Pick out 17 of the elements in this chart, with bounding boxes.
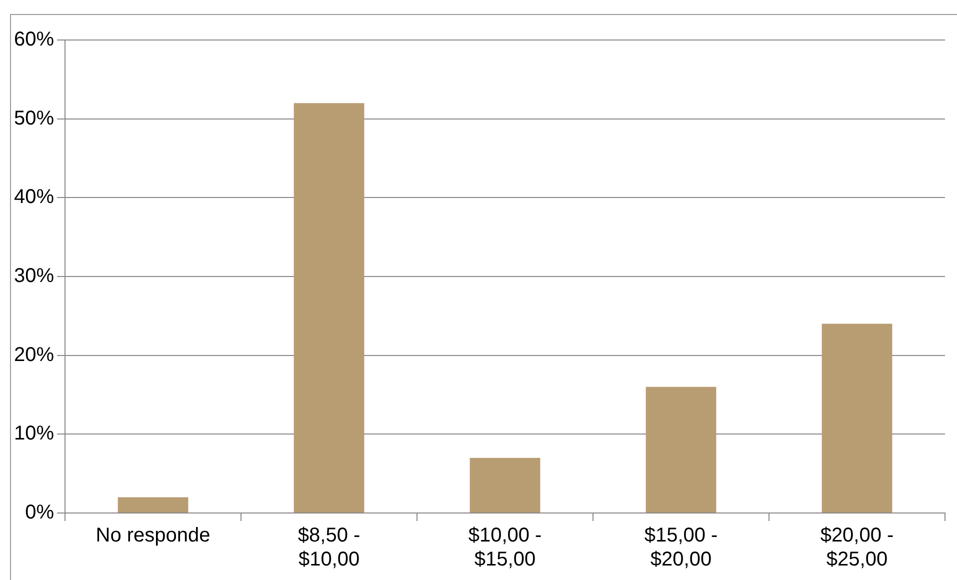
- y-tick-label: 50%: [14, 107, 54, 130]
- y-tick-label: 10%: [14, 422, 54, 445]
- x-tick-label: $10,00 - $15,00: [468, 524, 542, 571]
- bar: [294, 103, 364, 512]
- bar: [646, 386, 716, 512]
- y-tick-label: 40%: [14, 186, 54, 208]
- bar: [118, 497, 188, 512]
- x-tick-label: $15,00 - $20,00: [644, 524, 718, 571]
- bar: [470, 458, 540, 512]
- y-tick-label: 0%: [25, 502, 54, 524]
- y-tick-label: 30%: [14, 265, 54, 288]
- x-tick-label: $20,00 - $25,00: [820, 524, 894, 571]
- y-tick-label: 60%: [14, 28, 54, 51]
- x-tick-label: No responde: [96, 524, 210, 547]
- x-tick-label: $8,50 - $10,00: [298, 524, 360, 571]
- bar: [822, 324, 892, 512]
- y-tick-label: 20%: [14, 344, 54, 366]
